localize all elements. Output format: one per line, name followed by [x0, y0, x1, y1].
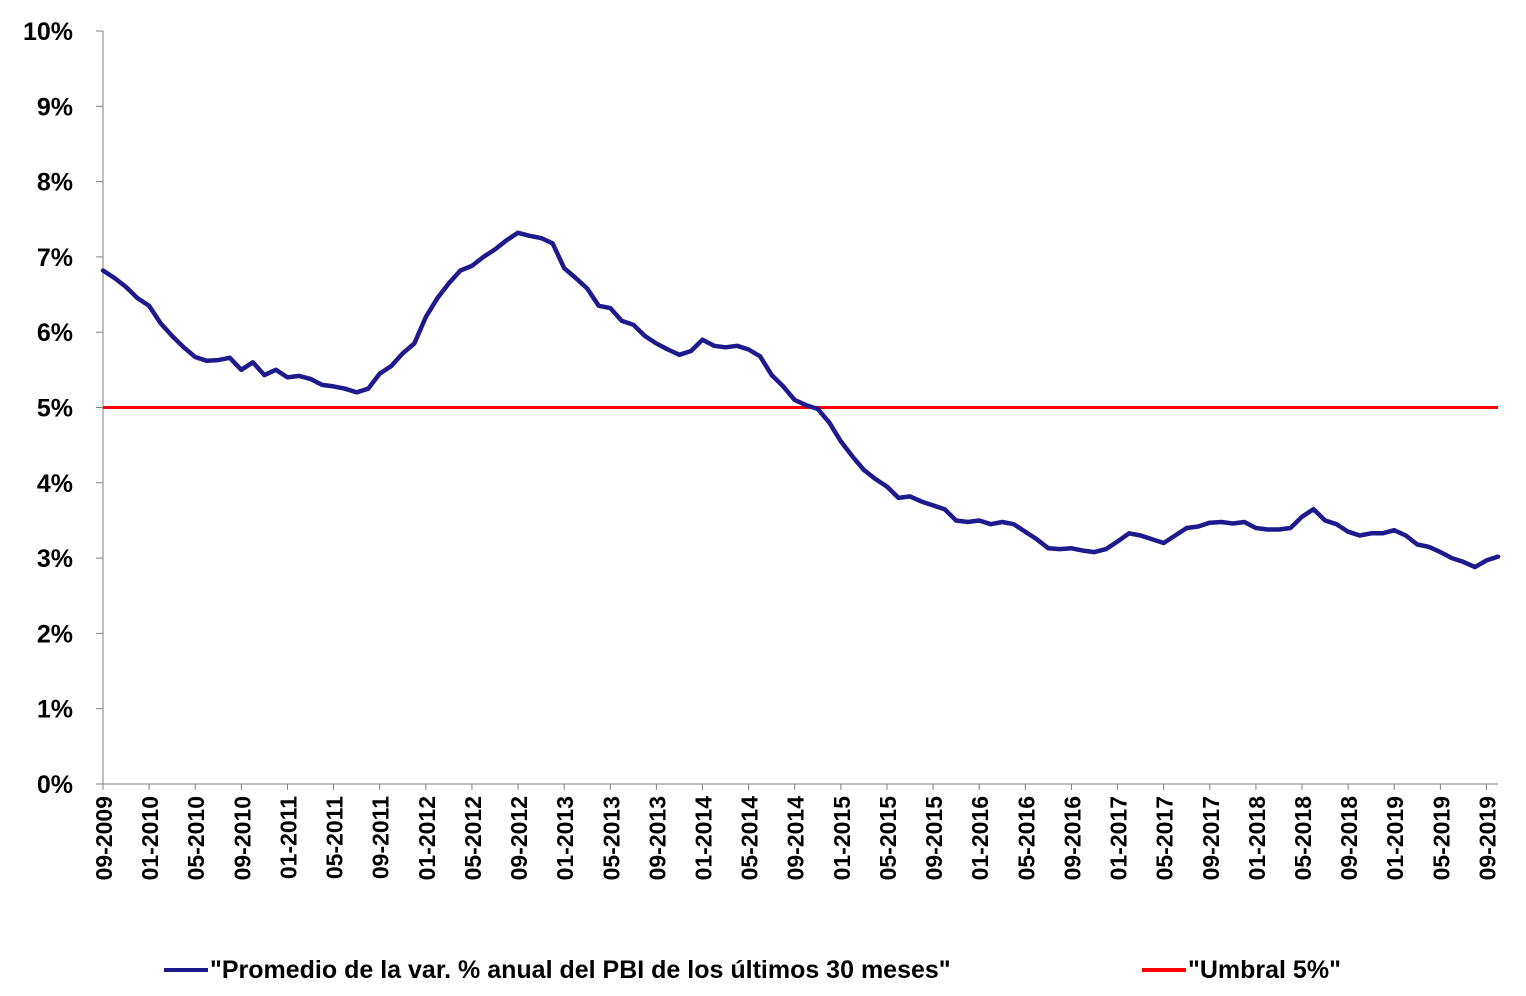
- y-tick-label: 6%: [37, 319, 73, 347]
- legend-item-series-1: "Promedio de la var. % anual del PBI de …: [164, 948, 951, 992]
- y-tick-label: 7%: [37, 244, 73, 272]
- legend-swatch-series-1: [164, 968, 208, 972]
- x-tick-label: 01-2016: [967, 796, 993, 880]
- x-tick-label: 09-2011: [368, 796, 394, 879]
- y-tick-label: 10%: [23, 18, 73, 46]
- x-tick-label: 01-2013: [552, 796, 578, 880]
- y-tick-label: 1%: [37, 696, 73, 724]
- x-tick-label: 05-2019: [1428, 796, 1454, 880]
- x-tick-label: 09-2013: [644, 796, 670, 880]
- y-tick-label: 8%: [37, 169, 73, 197]
- x-tick-label: 09-2016: [1059, 796, 1085, 880]
- x-tick-label: 01-2015: [829, 796, 855, 881]
- x-tick-label: 01-2010: [137, 796, 163, 880]
- series-line-pbi-average: [100, 230, 1501, 570]
- legend-label-series-1: "Promedio de la var. % anual del PBI de …: [210, 955, 951, 984]
- x-tick-label: 01-2012: [414, 796, 440, 880]
- chart-canvas: 0% 1% 2% 3% 4% 5% 6% 7% 8% 9% 10% 09-2009 01-2010 05-…: [23, 18, 1501, 881]
- x-tick-label: 05-2016: [1013, 796, 1039, 880]
- x-tick-label: 09-2010: [229, 796, 255, 880]
- x-tick-label: 05-2013: [598, 796, 624, 880]
- chart-legend: "Promedio de la var. % anual del PBI de …: [0, 948, 1526, 992]
- x-tick-label: 05-2017: [1152, 796, 1178, 880]
- x-tick-label: 05-2011: [322, 796, 348, 879]
- x-tick-label: 09-2009: [91, 796, 117, 880]
- x-tick-label: 01-2014: [691, 796, 717, 881]
- y-tick-label: 2%: [37, 620, 73, 648]
- y-tick-label: 4%: [37, 470, 73, 498]
- x-tick-label: 01-2019: [1382, 796, 1408, 880]
- x-tick-label: 05-2018: [1290, 796, 1316, 881]
- x-tick-label: 05-2010: [183, 796, 209, 880]
- x-tick-label: 01-2017: [1106, 796, 1132, 880]
- x-tick-label: 01-2018: [1244, 796, 1270, 881]
- y-tick-label: 0%: [37, 771, 73, 799]
- x-tick-label: 09-2017: [1198, 796, 1224, 880]
- legend-label-series-2: "Umbral 5%": [1188, 955, 1341, 984]
- x-tick-label: 05-2012: [460, 796, 486, 880]
- x-tick-label: 09-2012: [506, 796, 532, 880]
- legend-item-series-2: "Umbral 5%": [1142, 948, 1341, 992]
- legend-swatch-series-2: [1142, 968, 1186, 972]
- y-tick-label: 3%: [37, 545, 73, 573]
- y-tick-label: 5%: [37, 395, 73, 423]
- x-tick-label: 09-2019: [1474, 796, 1500, 880]
- x-tick-label: 09-2018: [1336, 796, 1362, 881]
- x-tick-label: 09-2015: [921, 796, 947, 881]
- y-tick-label: 9%: [37, 93, 73, 121]
- x-tick-label: 01-2011: [275, 796, 301, 879]
- x-tick-label: 09-2014: [783, 796, 809, 881]
- x-tick-label: 05-2015: [875, 796, 901, 881]
- x-tick-label: 05-2014: [737, 796, 763, 881]
